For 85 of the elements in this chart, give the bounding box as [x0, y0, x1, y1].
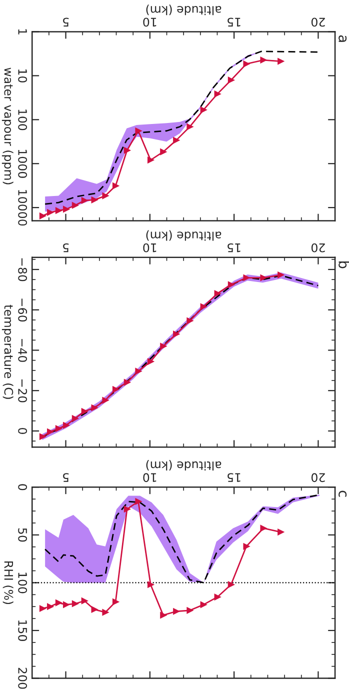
point	[260, 56, 266, 64]
point	[39, 434, 46, 440]
x-tick-label: 10	[143, 473, 156, 482]
x-tick-label: 15	[228, 18, 240, 27]
point	[243, 60, 250, 68]
point	[243, 274, 250, 281]
x-tick-label: 20	[311, 18, 325, 27]
x-axis-title: altitude (km)	[146, 4, 222, 16]
x-tick-label: 5	[63, 473, 69, 482]
x-tick-label: 10	[143, 243, 156, 252]
point	[112, 182, 119, 189]
y-tick-label: 1000	[18, 150, 28, 178]
text: b	[338, 261, 349, 268]
y-tick-label: 100	[18, 110, 28, 130]
y-tick-label: 1	[18, 29, 27, 34]
point	[46, 603, 54, 610]
point	[147, 358, 154, 365]
y-tick-label: −40	[18, 339, 28, 362]
y-tick-label: −60	[18, 298, 28, 322]
point	[135, 498, 142, 505]
point	[72, 600, 78, 607]
point	[124, 506, 130, 512]
y-tick-label: 50	[18, 528, 28, 542]
x-tick-label: 15	[228, 473, 240, 482]
point	[243, 543, 250, 550]
y-tick-label: 200	[18, 668, 28, 689]
point	[228, 76, 234, 84]
y-tick-label: 10000	[18, 190, 28, 226]
y-tick-label: −80	[18, 258, 28, 282]
y-axis-title: RHI (%)	[2, 561, 14, 604]
point	[39, 212, 46, 220]
point	[81, 408, 88, 415]
point	[147, 581, 154, 588]
point	[124, 379, 130, 386]
point	[124, 147, 130, 154]
point	[55, 600, 62, 606]
point	[173, 608, 180, 614]
point	[39, 605, 46, 612]
y-tick-label: 150	[18, 620, 28, 641]
point	[46, 209, 54, 216]
text: a	[338, 35, 347, 42]
y-tick-label: −20	[18, 379, 28, 402]
point	[62, 602, 70, 608]
point	[62, 422, 70, 428]
point	[112, 386, 119, 393]
point	[72, 202, 78, 208]
text: c	[338, 490, 347, 497]
point	[72, 415, 78, 422]
x-axis-title: altitude (km)	[146, 230, 222, 241]
point	[55, 207, 62, 214]
point	[91, 196, 98, 204]
x-tick-label: 15	[228, 243, 240, 252]
point	[278, 272, 284, 278]
y-axis-title: water vapour (ppm)	[2, 68, 14, 184]
point	[173, 330, 180, 338]
point	[214, 594, 221, 600]
y-axis-title: temperature (C)	[2, 304, 14, 399]
y-tick-label: 10	[18, 69, 28, 82]
point	[62, 206, 70, 212]
x-tick-label: 5	[63, 243, 69, 252]
point	[186, 607, 193, 614]
x-tick-label: 20	[311, 473, 325, 482]
point	[91, 606, 98, 613]
point	[228, 581, 234, 588]
point	[278, 528, 284, 536]
point	[200, 602, 207, 608]
y-tick-label: 0	[18, 428, 28, 434]
point	[91, 404, 98, 411]
point	[112, 598, 119, 605]
y-tick-label: 0	[18, 484, 28, 490]
point	[81, 197, 88, 204]
point	[214, 290, 221, 297]
point	[214, 90, 221, 98]
point	[81, 598, 88, 604]
y-tick-label: 100	[18, 572, 28, 594]
point	[200, 304, 207, 310]
point	[147, 156, 154, 164]
point	[200, 106, 207, 114]
x-tick-label: 20	[311, 243, 325, 252]
point	[46, 428, 54, 435]
x-axis-title: altitude (km)	[146, 460, 222, 471]
point	[228, 281, 234, 288]
x-tick-label: 5	[63, 18, 69, 27]
x-tick-label: 10	[143, 18, 156, 27]
point	[55, 425, 62, 432]
